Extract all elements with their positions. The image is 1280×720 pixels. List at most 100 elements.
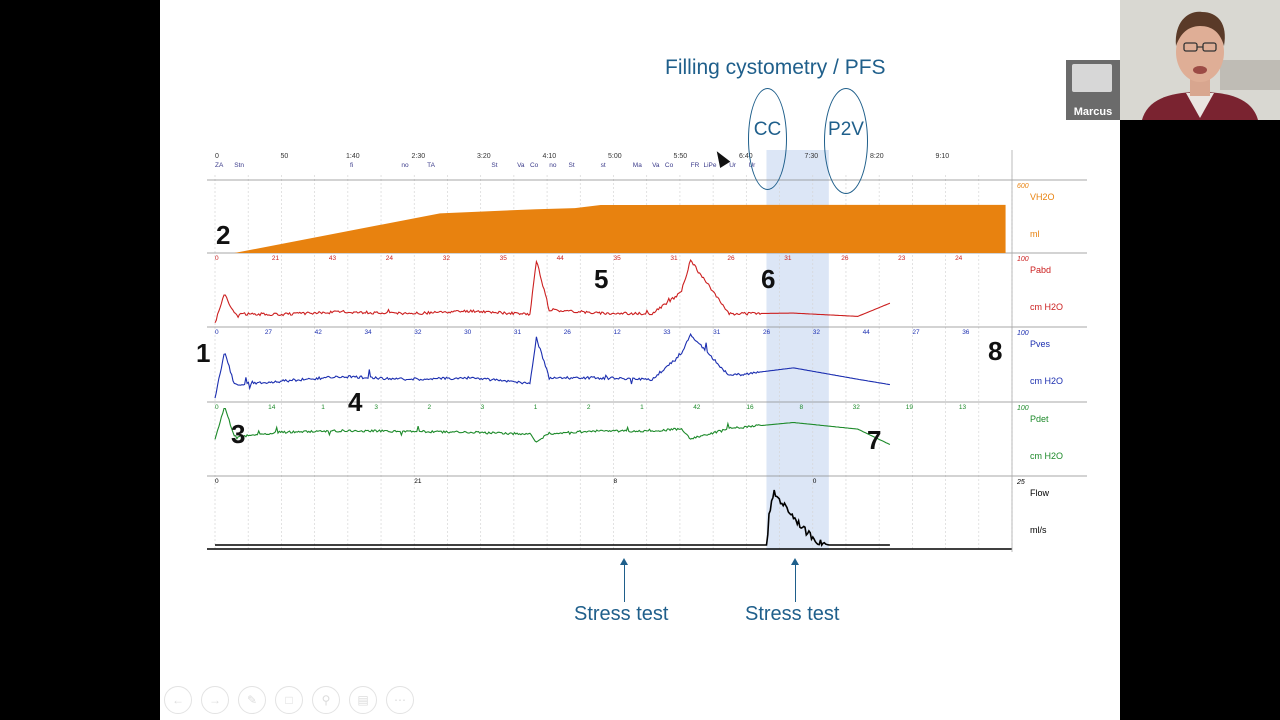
pves-trace [214,332,890,399]
more-icon[interactable]: ⋯ [386,686,414,714]
channel-tick-value: 26 [841,255,849,262]
forward-icon[interactable]: → [201,686,229,714]
channel-tick-value: 24 [955,255,963,262]
channel-tick-value: 19 [906,404,914,411]
channel-tick-value: 42 [315,329,323,336]
event-label: Va [517,162,525,169]
time-tick-label: 2:30 [412,153,426,160]
event-label: FR [691,162,700,169]
channel-tick-value: 1 [534,404,538,411]
back-icon[interactable]: ← [164,686,192,714]
p2v-label: P2V [828,119,864,140]
channel-tick-value: 26 [727,255,735,262]
channel-tick-value: 35 [614,255,622,262]
marker-5: 5 [594,264,609,294]
time-tick-label: 5:00 [608,153,622,160]
channel-tick-value: 21 [272,255,280,262]
event-label: LiPe [703,162,716,169]
channel-tick-value: 8 [614,478,618,485]
presenter-webcam [1120,0,1280,120]
event-label: St [569,162,575,169]
time-tick-label: 1:40 [346,153,360,160]
time-tick-label: 3:20 [477,153,491,160]
channel-name: Flow [1030,488,1050,498]
video-thumbnail[interactable]: Marcus [1066,60,1120,120]
channel-name: Pdet [1030,414,1049,424]
channel-tick-value: 16 [746,404,754,411]
event-label: Stn [234,162,244,169]
slide-nav-toolbar: ← → ✎ □ ⚲ ▤ ⋯ [164,686,414,714]
channel-tick-value: 31 [670,255,678,262]
channel-tick-value: 0 [215,478,219,485]
stress-test-label-2: Stress test [745,603,840,625]
channel-unit: ml/s [1030,525,1047,535]
channel-tick-value: 24 [386,255,394,262]
channel-tick-value: 21 [414,478,422,485]
channel-scale-max: 600 [1017,183,1029,190]
event-label: St [491,162,497,169]
event-label: Ur [729,162,737,169]
stress-arrow-1 [620,558,628,602]
pabd-trace [214,258,891,323]
channel-unit: cm H2O [1030,376,1063,386]
channel-tick-value: 34 [364,329,372,336]
channel-tick-value: 32 [853,404,861,411]
channel-tick-value: 1 [321,404,325,411]
time-tick-label: 4:10 [543,153,557,160]
zoom-icon[interactable]: ⚲ [312,686,340,714]
event-label: st [601,162,606,169]
channel-name: VH2O [1030,192,1055,202]
channel-tick-value: 3 [374,404,378,411]
time-tick-label: 0 [215,153,219,160]
event-label: Va [652,162,660,169]
time-tick-label: 8:20 [870,153,884,160]
channel-unit: cm H2O [1030,451,1063,461]
channel-tick-value: 35 [500,255,508,262]
channel-name: Pves [1030,339,1051,349]
pages-icon[interactable]: □ [275,686,303,714]
pen-icon[interactable]: ✎ [238,686,266,714]
event-label: no [549,162,557,169]
channel-scale-max: 100 [1017,405,1029,412]
time-tick-label: 9:10 [936,153,950,160]
time-tick-label: 5:50 [674,153,688,160]
channel-tick-value: 8 [799,404,803,411]
channel-tick-value: 2 [428,404,432,411]
channel-tick-value: 14 [268,404,276,411]
channel-tick-value: 26 [763,329,771,336]
marker-1: 1 [196,338,211,368]
event-label: ZA [215,162,224,169]
channel-tick-value: 26 [564,329,572,336]
event-label: Co [530,162,539,169]
channel-tick-value: 3 [481,404,485,411]
p2v-ellipse: P2V [824,88,868,194]
channel-tick-value: 0 [813,478,817,485]
vh2o-area [215,204,1006,253]
event-label: no [401,162,409,169]
marker-2: 2 [216,220,231,250]
stress-test-label-1: Stress test [574,603,669,625]
channel-tick-value: 1 [640,404,644,411]
channel-unit: cm H2O [1030,302,1063,312]
time-tick-label: 6:40 [739,153,753,160]
urodynamic-trace-chart: 0 50 1:40 2:30 3:20 4:10 5:00 5:50 6:40 7:30 8:20 9… [207,150,1087,552]
marker-4: 4 [348,387,363,417]
stress-arrow-2 [791,558,799,602]
channel-name: Pabd [1030,265,1051,275]
event-label: TA [427,162,435,169]
marker-8: 8 [988,336,1003,366]
subtitles-icon[interactable]: ▤ [349,686,377,714]
channel-tick-value: 42 [693,404,701,411]
channel-scale-max: 25 [1016,479,1025,486]
channel-tick-value: 23 [898,255,906,262]
channel-tick-value: 31 [514,329,522,336]
event-label: Co [665,162,674,169]
channel-tick-value: 0 [215,329,219,336]
channel-tick-value: 31 [784,255,792,262]
channel-tick-value: 32 [414,329,422,336]
channel-scale-max: 100 [1017,330,1029,337]
channel-unit: ml [1030,229,1040,239]
channel-tick-value: 32 [813,329,821,336]
time-tick-label: 50 [281,153,289,160]
flow-trace [215,489,890,548]
